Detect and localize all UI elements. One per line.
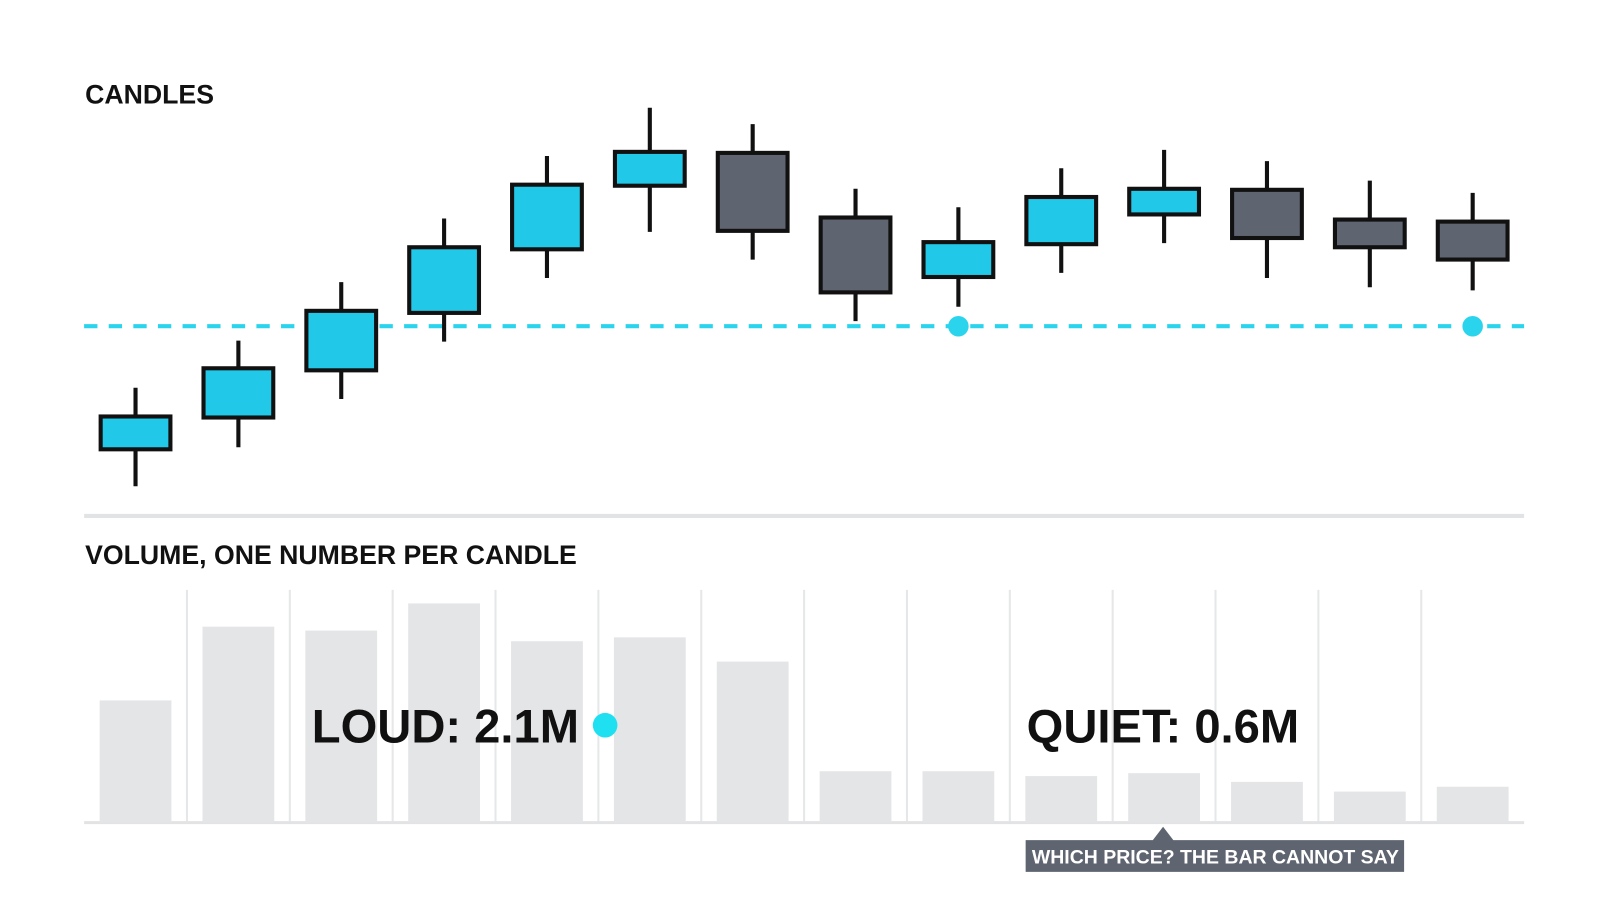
volume-bar bbox=[511, 641, 583, 823]
volume-bar bbox=[99, 700, 172, 823]
loud-annotation: LOUD: 2.1M bbox=[312, 700, 579, 753]
volume-bar bbox=[922, 771, 995, 823]
candle-body bbox=[1332, 217, 1407, 250]
candle-body bbox=[304, 308, 379, 373]
candle-body bbox=[510, 182, 584, 252]
level-dot bbox=[948, 315, 969, 337]
volume-bar bbox=[1333, 791, 1406, 823]
volume-title: VOLUME, ONE NUMBER PER CANDLE bbox=[85, 540, 577, 570]
candle-body bbox=[1435, 219, 1510, 262]
candle-body bbox=[1024, 194, 1099, 247]
candle-body bbox=[1230, 187, 1304, 241]
callout-text: WHICH PRICE? THE BAR CANNOT SAY bbox=[1032, 847, 1399, 869]
volume-bar bbox=[408, 603, 480, 823]
volume-bar bbox=[819, 771, 892, 823]
volume-bar bbox=[613, 637, 686, 823]
volume-bar bbox=[716, 661, 789, 823]
candle-body bbox=[612, 149, 687, 188]
volume-bar bbox=[1128, 773, 1200, 823]
volume-bar bbox=[1231, 781, 1303, 823]
candle-body bbox=[98, 414, 173, 452]
grid-layer bbox=[84, 589, 1525, 825]
candle-body bbox=[715, 150, 790, 233]
volume-bar bbox=[202, 626, 275, 823]
candle-body bbox=[818, 215, 893, 295]
volume-bar bbox=[1025, 776, 1098, 823]
candle-body bbox=[1127, 186, 1202, 217]
candle-body bbox=[407, 245, 482, 315]
level-dot bbox=[1462, 315, 1483, 337]
candle-body bbox=[201, 366, 276, 420]
candles-title: CANDLES bbox=[85, 80, 214, 110]
quiet-annotation: QUIET: 0.6M bbox=[1027, 700, 1300, 753]
loud-dot bbox=[592, 712, 618, 738]
volume-bar bbox=[1436, 786, 1509, 823]
candle-body bbox=[921, 240, 996, 280]
volume-bar bbox=[305, 630, 378, 823]
callout-box bbox=[1025, 826, 1405, 872]
marks-layer bbox=[84, 107, 1525, 823]
